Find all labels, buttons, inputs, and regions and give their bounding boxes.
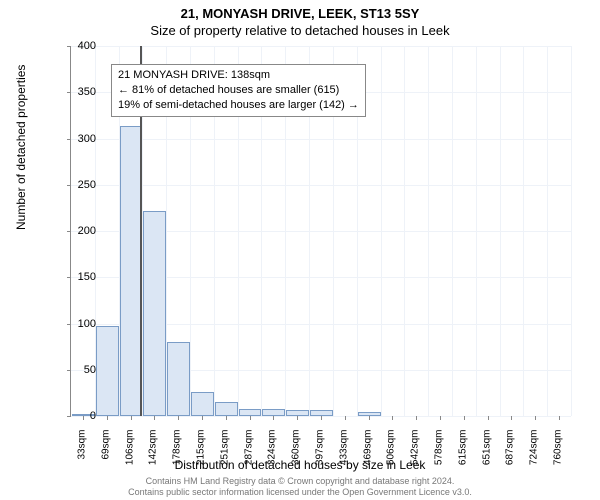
x-tick-label: 724sqm (529, 430, 540, 480)
grid-v (428, 46, 429, 416)
grid-v (500, 46, 501, 416)
x-tick-mark (131, 416, 132, 420)
x-tick-label: 360sqm (291, 430, 302, 480)
x-tick-mark (440, 416, 441, 420)
y-tick-label: 200 (56, 225, 96, 237)
x-tick-mark (202, 416, 203, 420)
grid-v (381, 46, 382, 416)
x-tick-label: 106sqm (124, 430, 135, 480)
y-tick-label: 150 (56, 271, 96, 283)
x-tick-mark (464, 416, 465, 420)
grid-v (452, 46, 453, 416)
x-tick-label: 397sqm (315, 430, 326, 480)
histogram-bar (191, 392, 214, 416)
histogram-bar (143, 211, 166, 416)
y-tick-label: 400 (56, 40, 96, 52)
x-tick-label: 760sqm (553, 430, 564, 480)
y-tick-label: 50 (56, 364, 96, 376)
y-tick-label: 300 (56, 133, 96, 145)
chart-title-main: 21, MONYASH DRIVE, LEEK, ST13 5SY (0, 0, 600, 21)
x-tick-mark (369, 416, 370, 420)
y-tick-label: 350 (56, 86, 96, 98)
grid-h (71, 185, 571, 186)
x-tick-mark (345, 416, 346, 420)
histogram-bar (96, 326, 119, 416)
x-tick-mark (488, 416, 489, 420)
grid-v (547, 46, 548, 416)
annotation-line-3: 19% of semi-detached houses are larger (… (118, 98, 359, 113)
y-tick-label: 100 (56, 318, 96, 330)
grid-v (571, 46, 572, 416)
x-tick-mark (535, 416, 536, 420)
annotation-line-2: ← 81% of detached houses are smaller (61… (118, 83, 359, 98)
x-tick-mark (154, 416, 155, 420)
x-tick-label: 142sqm (148, 430, 159, 480)
x-tick-mark (511, 416, 512, 420)
x-tick-mark (107, 416, 108, 420)
x-tick-mark (178, 416, 179, 420)
histogram-bar (120, 126, 143, 416)
x-tick-label: 506sqm (386, 430, 397, 480)
histogram-bar (239, 409, 262, 416)
grid-h (71, 46, 571, 47)
x-tick-mark (321, 416, 322, 420)
grid-v (476, 46, 477, 416)
x-tick-label: 615sqm (457, 430, 468, 480)
footer-line-2: Contains public sector information licen… (0, 487, 600, 498)
x-tick-mark (297, 416, 298, 420)
x-tick-label: 433sqm (338, 430, 349, 480)
grid-h (71, 139, 571, 140)
x-tick-label: 651sqm (481, 430, 492, 480)
histogram-bar (262, 409, 285, 416)
x-tick-label: 215sqm (195, 430, 206, 480)
x-tick-label: 33sqm (76, 430, 87, 480)
x-tick-mark (416, 416, 417, 420)
x-tick-mark (273, 416, 274, 420)
x-tick-mark (250, 416, 251, 420)
x-tick-label: 324sqm (267, 430, 278, 480)
chart-plot-area: 21 MONYASH DRIVE: 138sqm← 81% of detache… (70, 46, 571, 417)
grid-v (404, 46, 405, 416)
x-tick-label: 178sqm (172, 430, 183, 480)
x-tick-mark (559, 416, 560, 420)
chart-title-sub: Size of property relative to detached ho… (0, 21, 600, 42)
y-tick-label: 0 (56, 410, 96, 422)
x-tick-label: 251sqm (219, 430, 230, 480)
x-tick-mark (226, 416, 227, 420)
annotation-box: 21 MONYASH DRIVE: 138sqm← 81% of detache… (111, 64, 366, 117)
annotation-line-1: 21 MONYASH DRIVE: 138sqm (118, 68, 359, 83)
x-tick-label: 287sqm (243, 430, 254, 480)
x-tick-label: 687sqm (505, 430, 516, 480)
x-tick-label: 69sqm (100, 430, 111, 480)
histogram-bar (215, 402, 238, 416)
x-tick-label: 578sqm (434, 430, 445, 480)
y-tick-label: 250 (56, 179, 96, 191)
x-tick-mark (392, 416, 393, 420)
grid-v (523, 46, 524, 416)
y-axis-label: Number of detached properties (14, 65, 28, 230)
histogram-bar (167, 342, 190, 416)
x-tick-label: 469sqm (362, 430, 373, 480)
x-tick-label: 542sqm (410, 430, 421, 480)
